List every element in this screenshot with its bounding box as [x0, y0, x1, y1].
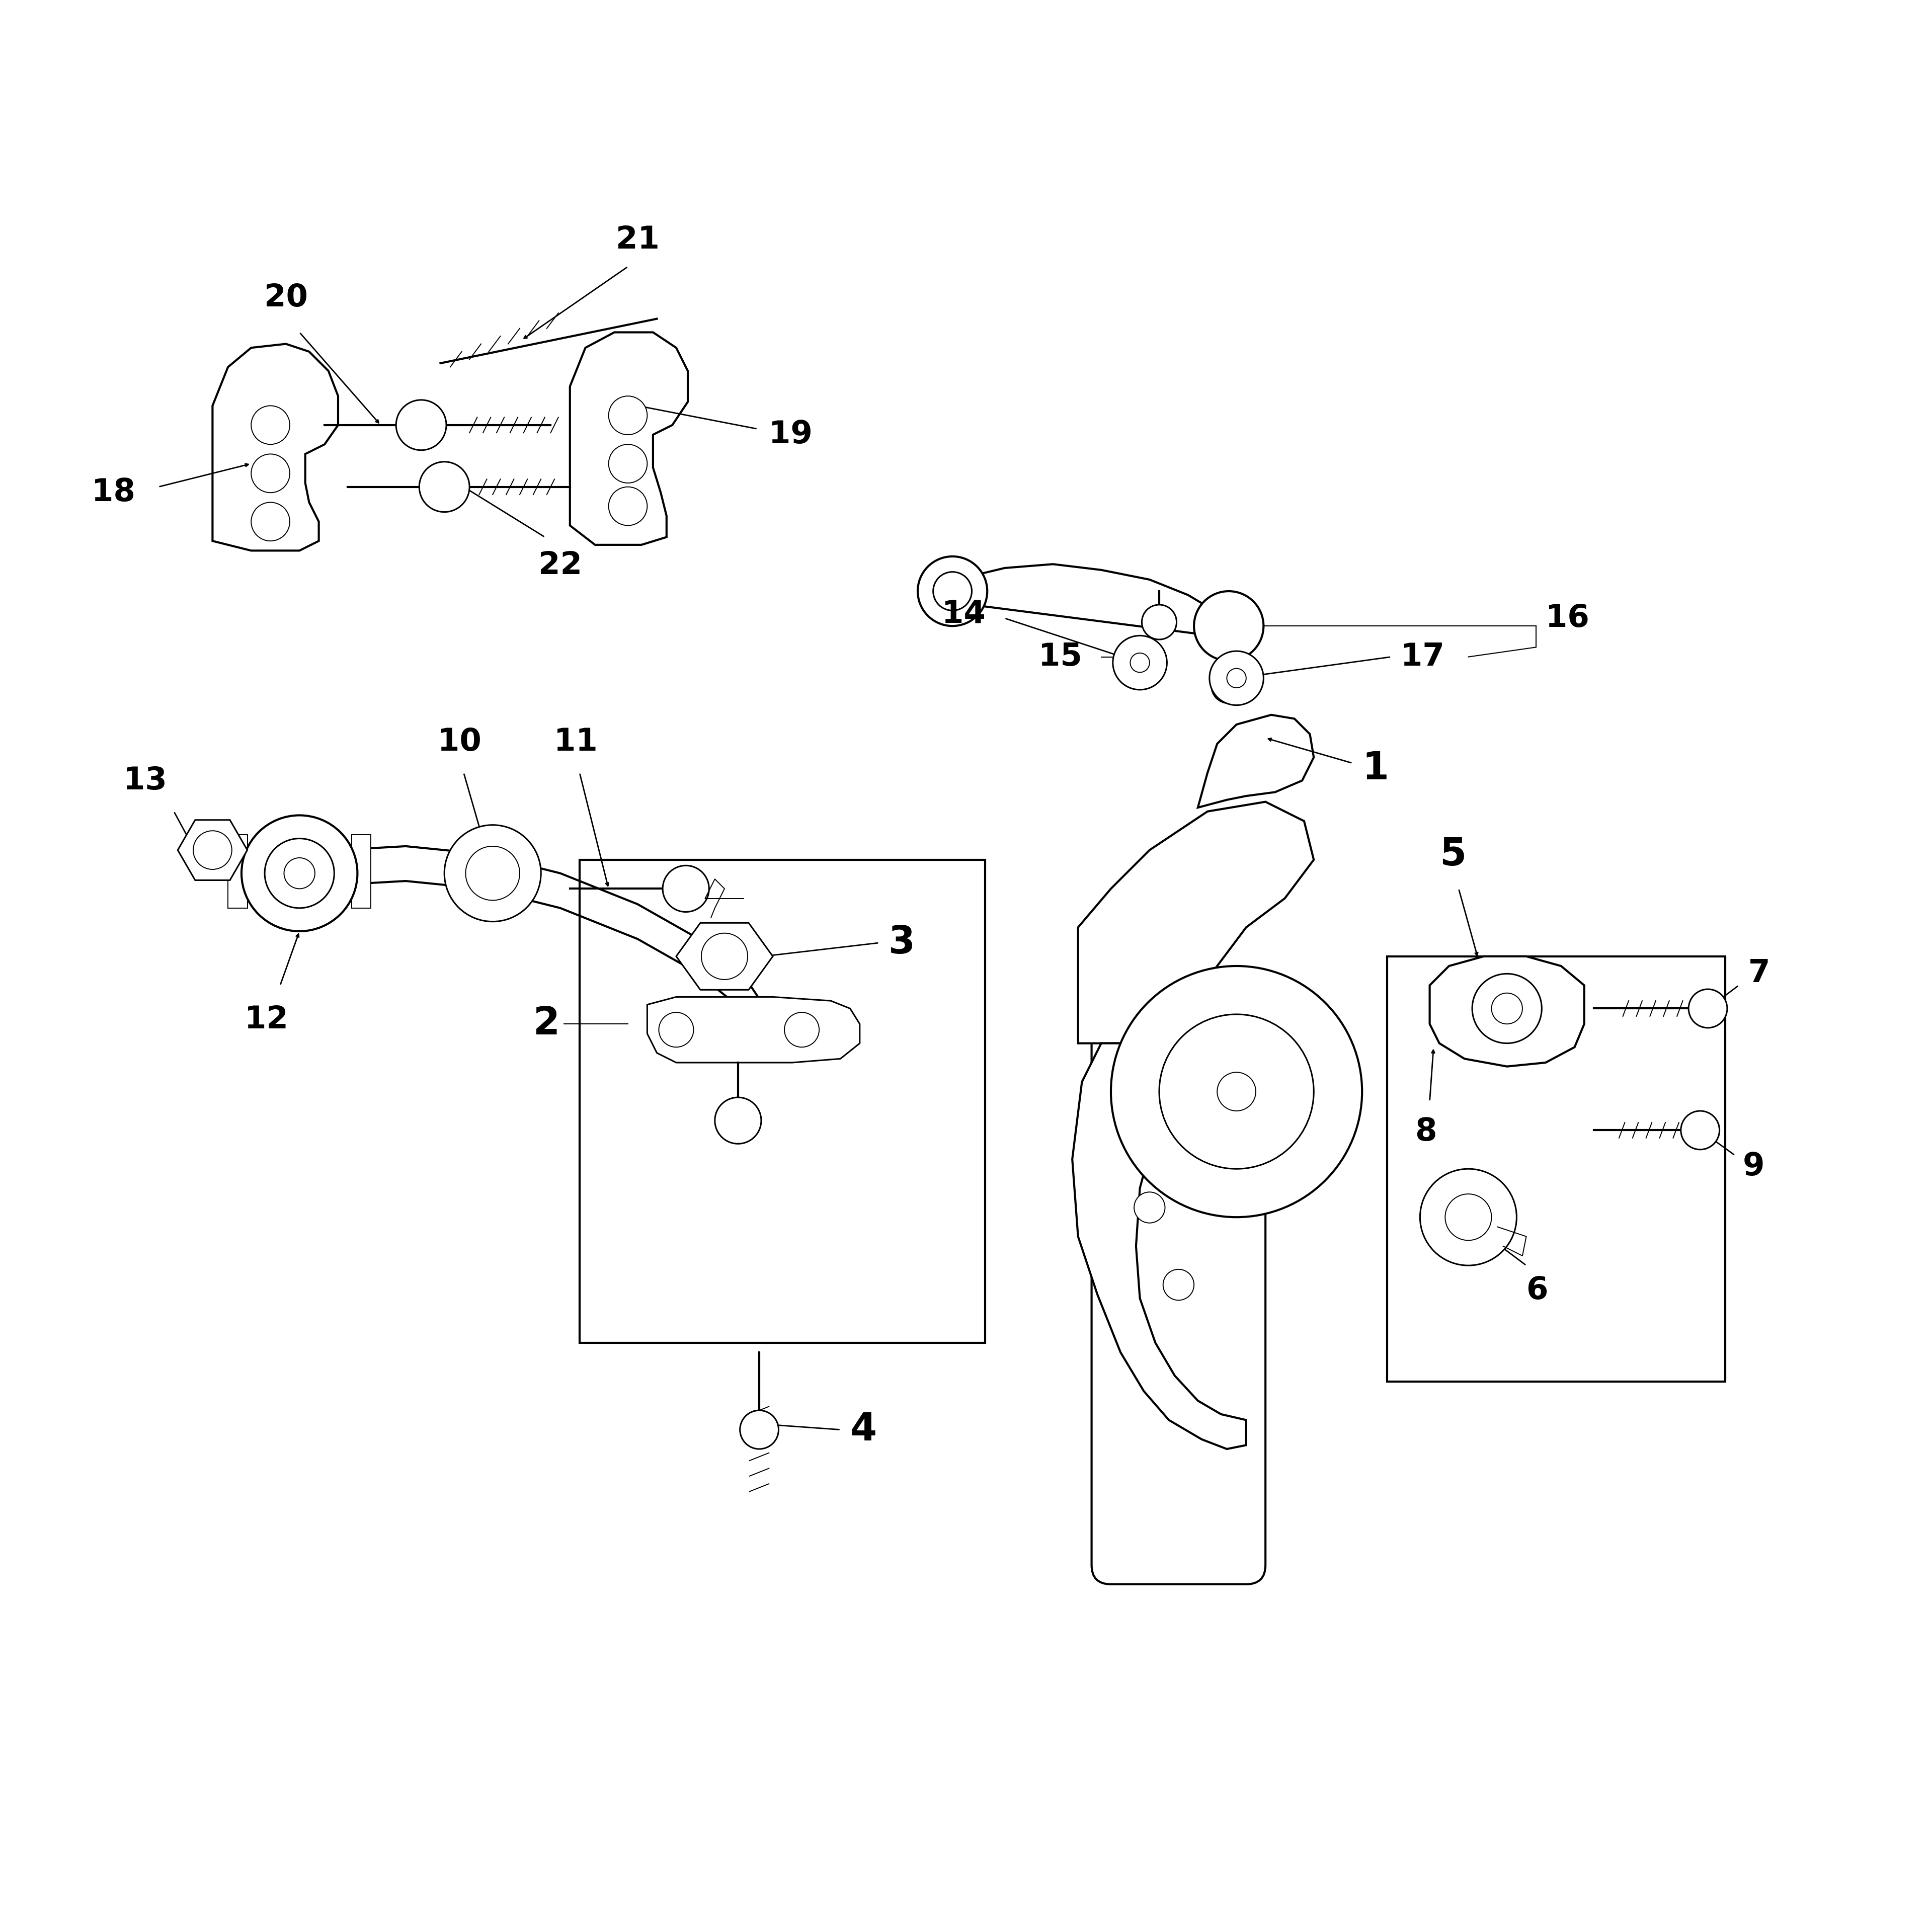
Circle shape — [609, 396, 647, 435]
Text: 3: 3 — [889, 923, 916, 962]
Text: 21: 21 — [616, 224, 659, 255]
Circle shape — [396, 400, 446, 450]
Circle shape — [251, 502, 290, 541]
Polygon shape — [1198, 715, 1314, 808]
Text: 13: 13 — [124, 765, 166, 796]
Bar — [580, 860, 985, 1343]
Circle shape — [1217, 1072, 1256, 1111]
Polygon shape — [1078, 802, 1314, 1043]
FancyBboxPatch shape — [1092, 1005, 1265, 1584]
Text: 1: 1 — [1362, 750, 1389, 788]
Circle shape — [251, 406, 290, 444]
Circle shape — [609, 487, 647, 526]
Circle shape — [1142, 605, 1177, 639]
Circle shape — [663, 866, 709, 912]
Polygon shape — [178, 819, 247, 881]
Polygon shape — [1072, 1043, 1246, 1449]
Circle shape — [1227, 668, 1246, 688]
Circle shape — [784, 1012, 819, 1047]
Circle shape — [1492, 993, 1522, 1024]
Polygon shape — [1430, 956, 1584, 1066]
Text: 15: 15 — [1037, 641, 1082, 672]
Circle shape — [1113, 636, 1167, 690]
Text: 20: 20 — [265, 282, 307, 313]
Text: 6: 6 — [1526, 1275, 1548, 1306]
Text: 11: 11 — [554, 726, 597, 757]
Text: 16: 16 — [1546, 603, 1590, 634]
Text: 2: 2 — [533, 1005, 560, 1043]
Text: 17: 17 — [1401, 641, 1445, 672]
Text: 4: 4 — [850, 1410, 877, 1449]
Circle shape — [918, 556, 987, 626]
Circle shape — [242, 815, 357, 931]
Circle shape — [740, 1410, 779, 1449]
Circle shape — [444, 825, 541, 922]
Text: 22: 22 — [539, 551, 582, 582]
Circle shape — [1420, 1169, 1517, 1265]
Circle shape — [1209, 651, 1264, 705]
Circle shape — [1681, 1111, 1719, 1150]
Circle shape — [1134, 1192, 1165, 1223]
Circle shape — [659, 1012, 694, 1047]
Text: 8: 8 — [1414, 1117, 1437, 1148]
Text: 19: 19 — [769, 419, 813, 450]
Text: 18: 18 — [91, 477, 135, 508]
Circle shape — [1111, 966, 1362, 1217]
Circle shape — [1194, 591, 1264, 661]
Circle shape — [609, 444, 647, 483]
Polygon shape — [676, 923, 773, 989]
Circle shape — [1211, 668, 1246, 703]
Circle shape — [1159, 1014, 1314, 1169]
Circle shape — [193, 831, 232, 869]
Bar — [352, 835, 371, 908]
Circle shape — [715, 1097, 761, 1144]
Circle shape — [1445, 1194, 1492, 1240]
Bar — [228, 835, 247, 908]
Circle shape — [284, 858, 315, 889]
Circle shape — [1472, 974, 1542, 1043]
Circle shape — [933, 572, 972, 611]
Circle shape — [265, 838, 334, 908]
Polygon shape — [647, 997, 860, 1063]
Text: 14: 14 — [941, 599, 985, 630]
Text: 7: 7 — [1748, 958, 1770, 989]
Text: 10: 10 — [439, 726, 481, 757]
Circle shape — [466, 846, 520, 900]
Polygon shape — [213, 344, 338, 551]
Text: 9: 9 — [1743, 1151, 1764, 1182]
Circle shape — [251, 454, 290, 493]
Circle shape — [1689, 989, 1727, 1028]
Circle shape — [1130, 653, 1150, 672]
Text: 12: 12 — [245, 1005, 288, 1036]
Circle shape — [1163, 1269, 1194, 1300]
Bar — [1387, 956, 1725, 1381]
Polygon shape — [570, 332, 688, 545]
Circle shape — [701, 933, 748, 980]
Circle shape — [419, 462, 469, 512]
Text: 5: 5 — [1439, 837, 1466, 873]
